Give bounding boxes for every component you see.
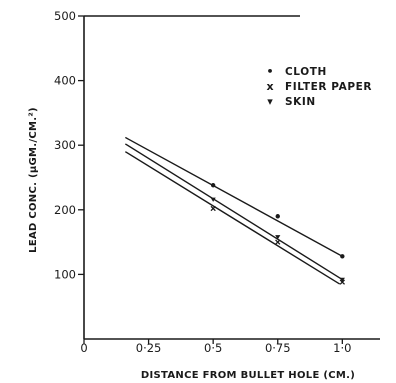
- y-tick-label: 200: [54, 203, 76, 217]
- point-filter-paper: [210, 205, 216, 212]
- trend-line-filter-paper: [124, 151, 341, 285]
- point-filter-paper: [275, 239, 281, 245]
- trend-line-skin: [124, 143, 343, 281]
- x-axis-label: DISTANCE FROM BULLET HOLE (CM.): [141, 370, 355, 381]
- legend-marker-filter-paper: x: [266, 80, 273, 93]
- y-tick-label: 500: [54, 9, 76, 23]
- point-cloth: [340, 254, 345, 259]
- point-skin: [275, 235, 281, 240]
- trend-lines: [124, 136, 343, 285]
- y-tick-label: 100: [54, 267, 76, 281]
- legend-label-skin: SKIN: [285, 96, 316, 108]
- legend-marker-cloth: •: [266, 65, 273, 78]
- x-tick-label: 0·5: [204, 341, 222, 355]
- legend: • CLOTH x FILTER PAPER ▾ SKIN: [266, 65, 372, 108]
- data-points: [210, 183, 345, 285]
- point-cloth: [275, 214, 280, 219]
- x-tick-label: 0: [80, 341, 87, 355]
- x-tick-label: 0·25: [136, 341, 162, 355]
- axes: [83, 15, 380, 340]
- legend-marker-skin: ▾: [267, 95, 273, 108]
- y-axis-label: LEAD CONC. (μGM./CM.²): [28, 107, 39, 253]
- x-tick-label: 0·75: [265, 341, 291, 355]
- y-ticks: 100 200 300 400 500: [54, 9, 84, 281]
- x-tick-label: 1·0: [333, 341, 351, 355]
- legend-label-cloth: CLOTH: [285, 66, 327, 78]
- y-tick-label: 300: [54, 138, 76, 152]
- x-ticks: 0 0·25 0·5 0·75 1·0: [80, 339, 351, 355]
- point-filter-paper: [339, 279, 345, 285]
- point-cloth: [210, 183, 216, 188]
- legend-label-filter-paper: FILTER PAPER: [285, 81, 372, 93]
- trend-line-cloth: [124, 136, 343, 257]
- point-skin: [339, 277, 345, 282]
- point-skin: [210, 197, 216, 202]
- y-tick-label: 400: [54, 74, 76, 88]
